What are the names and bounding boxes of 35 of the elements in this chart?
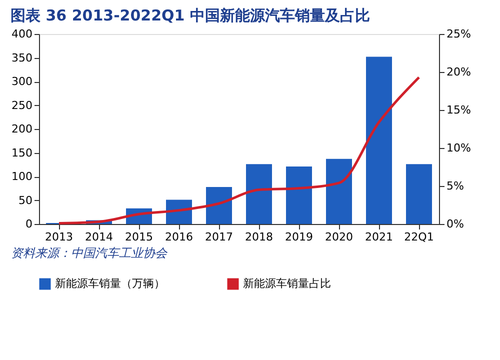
y-tick-label: 300: [12, 75, 32, 88]
y-tick-label: 350: [12, 51, 32, 64]
y2-tick-label: 10%: [446, 142, 471, 154]
x-tick-label: 2014: [85, 230, 113, 244]
x-tick-label: 2019: [285, 230, 313, 244]
y2-tick-label: 20%: [446, 66, 471, 78]
x-tick-label: 2016: [165, 230, 193, 244]
x-tick-label: 2021: [365, 230, 393, 244]
chart-title: 图表 36 2013-2022Q1 中国新能源汽车销量及占比: [10, 6, 370, 24]
y-tick-label: 200: [12, 122, 32, 136]
x-tick-label: 22Q1: [404, 230, 434, 244]
bar: [206, 186, 232, 224]
bar: [286, 166, 312, 224]
y2-tick-label: 15%: [446, 104, 471, 116]
x-tick-label: 2017: [205, 230, 233, 244]
bar: [246, 164, 272, 224]
bar: [326, 158, 352, 224]
y-tick-label: 0: [26, 218, 32, 230]
x-tick-label: 2018: [245, 230, 273, 244]
y-tick-label: 150: [12, 146, 32, 160]
y2-tick-label: 5%: [446, 180, 464, 192]
x-tick-label: 2015: [125, 230, 153, 244]
text: 资料来源：中国汽车工业协会: [11, 246, 168, 260]
x-tick-label: 2020: [325, 230, 353, 244]
legend-label: 新能源车销量（万辆）: [55, 277, 165, 290]
x-tick-label: 2013: [45, 230, 73, 244]
y2-tick-label: 25%: [446, 28, 471, 40]
y-tick-label: 250: [12, 98, 32, 112]
y-tick-label: 50: [18, 194, 32, 207]
bar: [366, 56, 392, 224]
y-tick-label: 100: [12, 170, 32, 183]
y-tick-label: 400: [12, 28, 32, 40]
y2-tick-label: 0%: [446, 218, 464, 230]
legend-label: 新能源车销量占比: [243, 277, 331, 290]
bar: [406, 164, 432, 224]
